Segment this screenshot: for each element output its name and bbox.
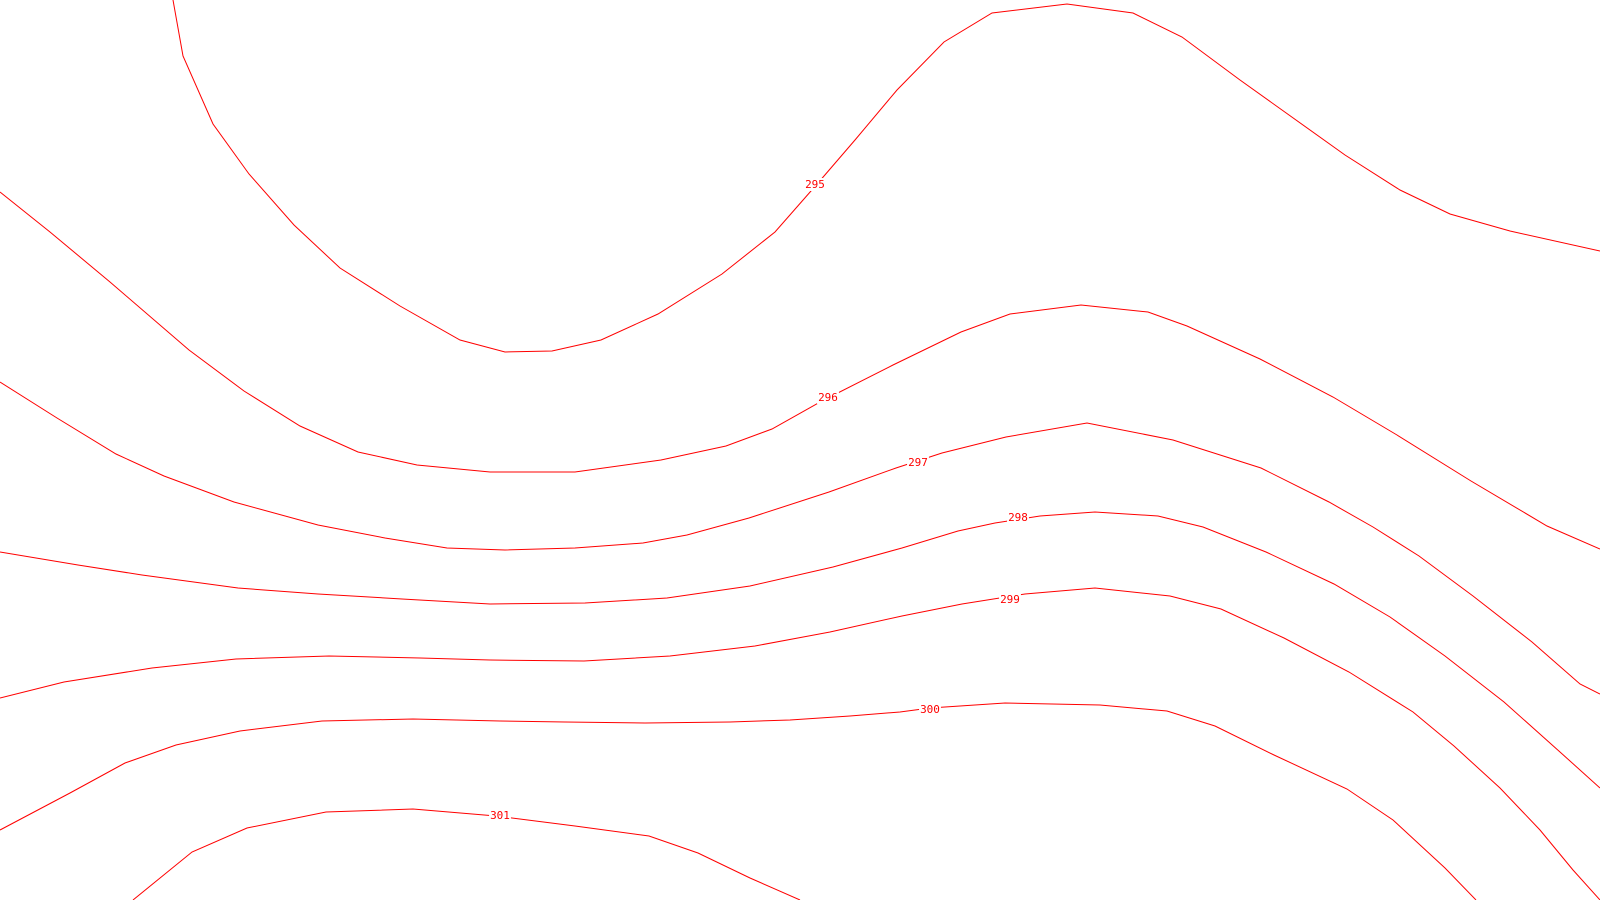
isoline-297-path	[0, 381, 1600, 695]
isoline-300: 300	[0, 702, 1477, 900]
label-gap	[919, 703, 941, 716]
isoline-299-label: 299	[1000, 593, 1020, 606]
isoline-297: 297	[0, 381, 1600, 695]
isoline-301-label: 301	[490, 809, 510, 822]
label-gap	[999, 593, 1021, 606]
isoline-298-label: 298	[1008, 511, 1028, 524]
isoline-299: 299	[0, 587, 1600, 900]
isoline-295-path	[172, 0, 1600, 353]
isoline-295-label: 295	[805, 178, 825, 191]
isoline-298: 298	[0, 511, 1600, 789]
isoline-297-label: 297	[908, 456, 928, 469]
label-gap	[907, 456, 929, 469]
isoline-295: 295	[172, 0, 1600, 353]
isoline-298-path	[0, 511, 1600, 789]
isoline-299-path	[0, 587, 1600, 900]
isoline-301: 301	[132, 808, 801, 900]
isoline-301-path	[132, 808, 801, 900]
isoline-300-path	[0, 702, 1477, 900]
label-gap	[804, 178, 826, 191]
label-gap	[1007, 511, 1029, 524]
label-gap	[489, 809, 511, 822]
isoline-300-label: 300	[920, 703, 940, 716]
isoline-296-label: 296	[818, 391, 838, 404]
isoline-296: 296	[0, 191, 1600, 550]
isoline-296-path	[0, 191, 1600, 550]
label-gap	[817, 391, 839, 404]
